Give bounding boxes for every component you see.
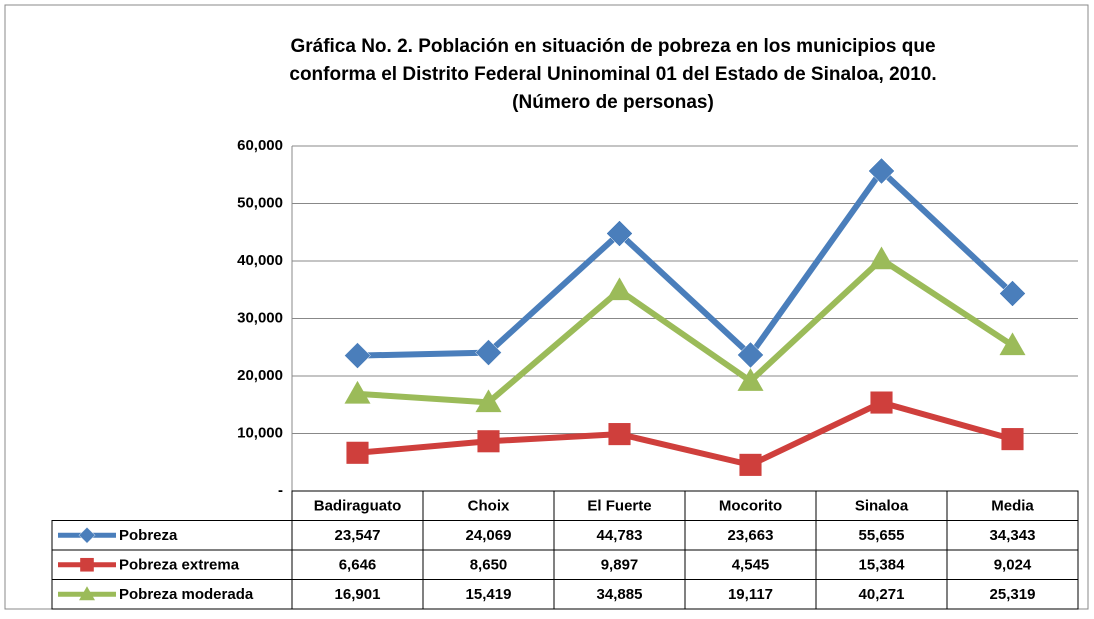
point: [606, 277, 633, 301]
frame: [4, 4, 1089, 610]
table-cell: 23,547: [335, 527, 381, 544]
point: [608, 423, 631, 446]
point: [737, 341, 764, 369]
x-tick-label: Choix: [468, 498, 510, 515]
legend-label: Pobreza extrema: [119, 557, 240, 574]
point: [870, 391, 893, 414]
legend-marker: [80, 557, 94, 572]
table-cell: 4,545: [732, 557, 770, 574]
legend-label: Pobreza: [119, 527, 178, 544]
table-cell: 23,663: [728, 527, 774, 544]
y-tick-label: 40,000: [237, 252, 283, 269]
point: [475, 339, 502, 366]
y-tick-label: 10,000: [237, 424, 283, 441]
series-line: [357, 256, 1015, 406]
table-cell: 15,419: [466, 586, 512, 603]
point: [1001, 428, 1024, 451]
table-cell: 8,650: [470, 557, 508, 574]
table-cell: 16,901: [335, 586, 381, 603]
y-tick-label: 30,000: [237, 309, 283, 326]
table-cell: 34,885: [597, 586, 643, 603]
table-cell: 15,384: [859, 557, 906, 574]
table-cell: 44,783: [597, 527, 643, 544]
chart-title: Gráfica No. 2. Población en situación de…: [290, 36, 935, 57]
table-cell: 19,117: [728, 586, 773, 603]
table-cell: 9,897: [601, 557, 639, 574]
table-cell: 24,069: [466, 527, 512, 544]
point: [999, 332, 1026, 356]
y-tick-label: 50,000: [237, 194, 283, 211]
table-cell: 25,319: [990, 586, 1036, 603]
y-tick-label: 60,000: [237, 137, 283, 154]
table-cell: 40,271: [859, 586, 905, 603]
series-line: [357, 167, 1015, 359]
y-tick-label: -: [278, 482, 283, 499]
point: [868, 157, 895, 185]
series-line: [357, 399, 1014, 468]
table-cell: 34,343: [990, 527, 1036, 544]
x-tick-label: Media: [991, 498, 1034, 515]
point: [477, 430, 500, 453]
point: [739, 453, 762, 476]
table-cell: 55,655: [859, 527, 905, 544]
x-tick-label: El Fuerte: [587, 498, 651, 515]
x-tick-label: Badiraguato: [314, 498, 402, 515]
point: [475, 389, 502, 413]
point: [344, 342, 371, 369]
point: [346, 441, 369, 464]
legend-marker: [79, 586, 95, 601]
legend-label: Pobreza moderada: [119, 586, 254, 603]
chart-title: conforma el Distrito Federal Uninominal …: [289, 64, 936, 85]
chart-title: (Número de personas): [512, 92, 714, 113]
x-tick-label: Mocorito: [719, 498, 782, 515]
point: [344, 380, 371, 404]
table-cell: 9,024: [994, 557, 1032, 574]
x-tick-label: Sinaloa: [855, 498, 909, 515]
point: [999, 280, 1026, 307]
legend-marker: [78, 526, 96, 544]
point: [868, 246, 895, 270]
y-tick-label: 20,000: [237, 367, 283, 384]
point: [606, 220, 633, 247]
table-cell: 6,646: [339, 557, 377, 574]
point: [737, 368, 764, 391]
